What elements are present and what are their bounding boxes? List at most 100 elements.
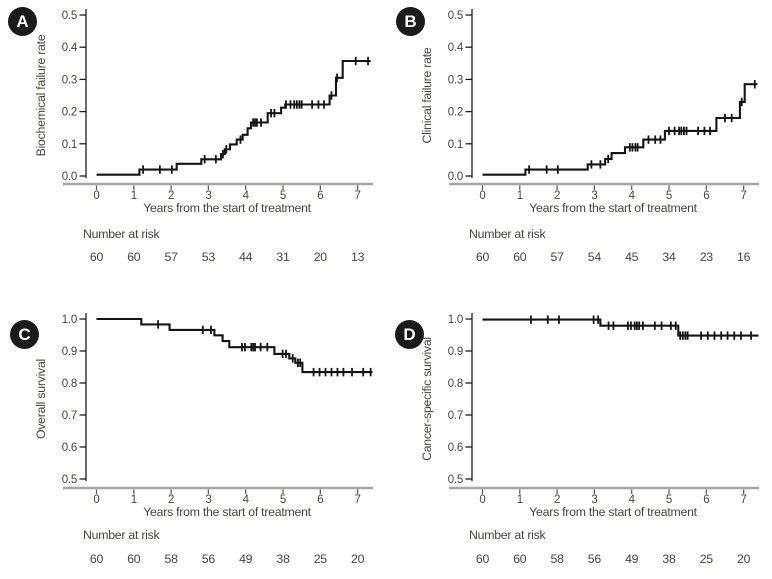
y-tick-label: 0.4 [62,42,78,54]
x-tick-label: 5 [666,494,672,506]
x-tick-label: 4 [243,494,250,506]
y-tick-label: 0.2 [62,107,77,119]
y-tick-label: 0.6 [62,442,77,454]
number-at-risk-label: Number at risk [469,528,547,542]
y-tick-label: 0.5 [448,474,463,486]
panel-c-badge: C [10,320,39,349]
x-tick-label: 2 [168,190,174,202]
risk-count: 23 [700,250,714,264]
risk-count: 49 [239,552,253,566]
y-axis-label: Clinical failure rate [420,47,434,143]
x-tick-label: 4 [629,494,636,506]
panel-d-letter: D [403,324,416,344]
risk-count: 34 [662,250,676,264]
panel-a-letter: A [16,11,29,31]
x-tick-label: 1 [517,190,523,202]
x-tick-label: 5 [280,494,286,506]
x-tick-label: 4 [243,190,250,202]
x-tick-label: 6 [703,190,709,202]
x-tick-label: 2 [554,494,560,506]
x-tick-label: 3 [205,190,211,202]
x-tick-label: 0 [479,190,485,202]
x-tick-label: 0 [479,494,485,506]
risk-count: 44 [239,250,253,264]
x-tick-label: 1 [517,494,523,506]
x-tick-label: 6 [317,190,323,202]
km-curve [96,317,373,374]
y-tick-label: 0.8 [62,378,77,390]
panel-b-badge: B [396,7,425,36]
panel-c-letter: C [18,324,31,344]
y-tick-label: 0.7 [62,410,77,422]
risk-count: 25 [700,552,714,566]
x-axis-label: Years from the start of treatment [143,505,311,519]
x-tick-label: 6 [317,494,323,506]
y-tick-label: 0.3 [448,74,463,86]
risk-count: 20 [351,552,365,566]
y-tick-label: 0.9 [62,346,77,358]
y-tick-label: 0.8 [448,378,463,390]
km-curve [482,83,758,176]
risk-count: 60 [90,552,104,566]
x-tick-label: 1 [131,494,137,506]
risk-count: 25 [314,552,328,566]
x-tick-label: 3 [205,494,211,506]
x-tick-label: 7 [741,494,747,506]
y-axis-label: Cancer-specific survival [420,337,434,461]
y-tick-label: 0.1 [448,139,463,151]
panel-b-letter: B [404,11,417,31]
risk-count: 58 [551,552,565,566]
y-tick-label: 0.5 [448,10,463,22]
number-at-risk-label: Number at risk [83,227,161,241]
y-tick-label: 0.5 [62,474,77,486]
x-tick-label: 5 [666,190,672,202]
risk-count: 60 [476,552,490,566]
number-at-risk-label: Number at risk [469,227,547,241]
y-tick-label: 0.2 [448,107,463,119]
y-axis-label: Overall survival [34,359,48,439]
x-axis-label: Years from the start of treatment [529,505,697,519]
risk-count: 60 [513,552,527,566]
risk-count: 57 [551,250,565,264]
km-plot-biochemical-failure: Biochemical failure rate 0.0 0.1 0.2 0.3 0.4 0… [34,9,373,264]
x-tick-label: 3 [591,190,597,202]
y-tick-label: 0.0 [448,171,463,183]
panel-d-badge: D [395,320,424,349]
panel-a-badge: A [8,7,37,36]
risk-count: 58 [165,552,179,566]
x-tick-label: 7 [355,190,361,202]
x-tick-label: 1 [131,190,137,202]
x-tick-label: 3 [591,494,597,506]
risk-count: 56 [588,552,602,566]
y-tick-label: 1.0 [62,314,77,326]
risk-count: 49 [625,552,639,566]
y-tick-label: 1.0 [448,314,463,326]
km-plot-clinical-failure: Clinical failure rate 0.0 0.1 0.2 0.3 0.4 0.5 0… [420,9,759,264]
risk-count: 60 [513,250,527,264]
risk-count: 60 [127,552,141,566]
x-tick-label: 7 [355,494,361,506]
number-at-risk-label: Number at risk [83,528,161,542]
y-tick-label: 0.7 [448,410,463,422]
risk-count: 38 [662,552,676,566]
km-curve [482,318,759,337]
risk-count: 57 [165,250,179,264]
x-tick-label: 2 [168,494,174,506]
y-tick-label: 0.9 [448,346,463,358]
risk-count: 45 [625,250,639,264]
risk-count: 31 [276,250,290,264]
x-tick-label: 6 [703,494,709,506]
x-tick-label: 7 [741,190,747,202]
risk-count: 13 [351,250,365,264]
risk-count: 60 [127,250,141,264]
risk-count: 16 [737,250,751,264]
x-axis-label: Years from the start of treatment [529,201,697,215]
km-plot-cancer-specific-survival: Cancer-specific survival 0.5 0.6 0.7 0.8 0.9 1… [420,313,759,566]
risk-count: 60 [476,250,490,264]
km-curve [96,59,371,176]
y-tick-label: 0.6 [448,442,463,454]
km-plot-overall-survival: Overall survival 0.5 0.6 0.7 0.8 0.9 1.0 0 1 2 3 4 5… [34,313,373,566]
risk-count: 38 [276,552,290,566]
risk-count: 20 [737,552,751,566]
